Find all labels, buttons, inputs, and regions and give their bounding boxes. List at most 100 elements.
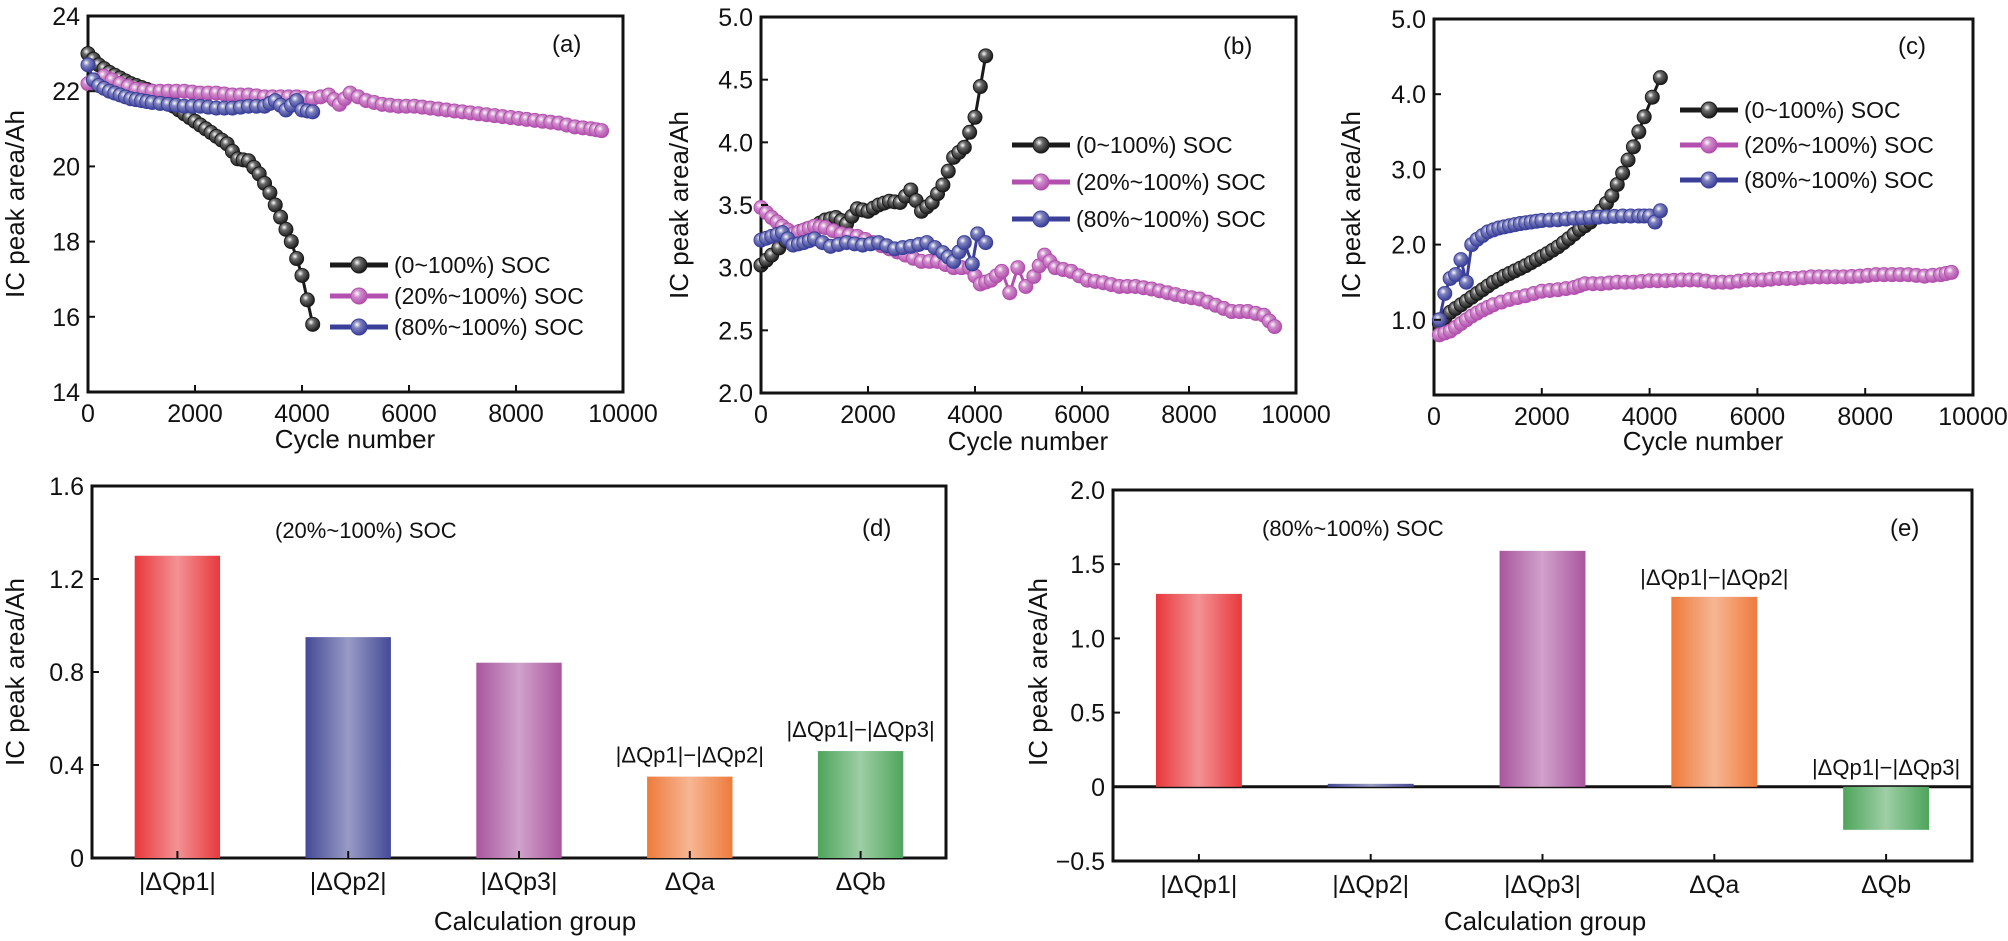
x-tick-label: |ΔQp2| (1332, 871, 1409, 899)
x-tick-label: 8000 (1161, 401, 1217, 429)
data-point (940, 163, 956, 179)
legend-item: (0~100%) SOC (1012, 132, 1233, 158)
x-tick-label: ΔQa (665, 868, 715, 896)
data-point (1010, 260, 1026, 276)
series-2 (753, 200, 1283, 335)
data-point (962, 124, 978, 140)
bar (1155, 593, 1242, 787)
data-point (289, 251, 305, 267)
data-point (80, 57, 96, 73)
legend-c: (0~100%) SOC (20%~100%) SOC (80%~100%) SOC (1680, 97, 1934, 193)
bars-group-e: |ΔQp1|−|ΔQp2| |ΔQp1|−|ΔQp3| (1113, 550, 1972, 830)
bar (305, 637, 391, 858)
x-tick-label: |ΔQp2| (310, 868, 387, 896)
panel-e: |ΔQp1|−|ΔQp2||ΔQp1|−|ΔQp3| |ΔQp1| |ΔQp2| |… (1023, 477, 1974, 936)
x-axis-label-d: Calculation group (434, 906, 636, 936)
bar (1327, 783, 1414, 787)
data-point (1625, 139, 1641, 155)
y-tick-label: 4.0 (1391, 81, 1426, 109)
legend-a: (0~100%) SOC (20%~100%) SOC (80%~100%) SOC (330, 252, 584, 340)
y-tick-label: 0.8 (49, 659, 84, 687)
y-tick-label: 18 (52, 229, 80, 257)
y-tick-label: 2.0 (718, 380, 753, 408)
data-point (956, 139, 972, 155)
panel-label-b: (b) (1223, 33, 1252, 60)
y-axis-label-a: IC peak area/Ah (0, 110, 30, 298)
x-axis-label-b: Cycle number (948, 426, 1109, 456)
panel-c: 1.0 2.0 3.0 4.0 5.0 0 2000 4000 6000 8000 10000 (c… (1336, 6, 2008, 456)
y-tick-label: 0.4 (49, 752, 84, 780)
data-point (978, 48, 994, 64)
y-tick-label: 1.5 (1070, 551, 1105, 579)
legend-item: (0~100%) SOC (330, 252, 551, 278)
bar-annotation: |ΔQp1|−|ΔQp2| (616, 743, 764, 768)
legend-item: (80%~100%) SOC (1012, 206, 1266, 232)
series-group-a (80, 46, 610, 332)
series-2 (1431, 264, 1959, 343)
x-tick-label: 4000 (1622, 403, 1678, 431)
x-tick-label: 4000 (274, 400, 330, 428)
legend-item: (0~100%) SOC (1680, 97, 1901, 123)
x-tick-label: |ΔQp1| (1160, 871, 1237, 899)
legend-item: (20%~100%) SOC (330, 283, 584, 309)
legend-marker (1700, 171, 1718, 189)
x-tick-label: 4000 (947, 401, 1003, 429)
x-tick-label: 0 (754, 401, 768, 429)
legend-label: (0~100%) SOC (1744, 97, 1901, 123)
y-tick-label: 3.0 (718, 255, 753, 283)
panel-label-e: (e) (1890, 515, 1919, 542)
data-point (964, 256, 980, 272)
data-point (994, 263, 1010, 279)
y-tick-label: 4.5 (718, 67, 753, 95)
x-axis-label-e: Calculation group (1444, 906, 1646, 936)
bar (1671, 596, 1758, 787)
y-tick-label: 0 (1091, 774, 1105, 802)
x-tick-label: 10000 (1261, 401, 1331, 429)
legend-marker (1700, 136, 1718, 154)
data-point (1267, 319, 1283, 335)
x-tick-label: 0 (1427, 403, 1441, 431)
x-tick-label: 6000 (1730, 403, 1786, 431)
legend-marker (1700, 101, 1718, 119)
data-point (972, 79, 988, 95)
y-axis-label-b: IC peak area/Ah (664, 111, 694, 299)
x-axis-label-c: Cycle number (1623, 426, 1784, 456)
y-tick-label: 2.0 (1070, 477, 1105, 505)
bar (1499, 550, 1586, 787)
bar (134, 555, 221, 858)
data-point (305, 316, 321, 332)
bar-annotation: |ΔQp1|−|ΔQp3| (1812, 755, 1960, 780)
soc-title-d: (20%~100%) SOC (275, 518, 457, 543)
data-point (594, 123, 610, 139)
panel-a: 14 16 18 20 22 24 0 2000 4000 6000 8000 10000 (a) C… (0, 3, 658, 454)
ticks-b: 2.0 2.5 3.0 3.5 4.0 4.5 5.0 0 2000 4000 6000 8000 10… (718, 4, 1331, 429)
x-tick-label: 6000 (1054, 401, 1110, 429)
data-point (1652, 203, 1668, 219)
y-tick-label: 5.0 (718, 4, 753, 32)
x-tick-label: 0 (81, 400, 95, 428)
data-point (1453, 252, 1469, 268)
y-tick-label: −0.5 (1056, 848, 1105, 876)
bars-group-d: |ΔQp1|−|ΔQp2| |ΔQp1|−|ΔQp3| (134, 555, 935, 858)
legend-label: (80%~100%) SOC (1744, 167, 1934, 193)
y-tick-label: 1.0 (1391, 307, 1426, 335)
ticks-c: 1.0 2.0 3.0 4.0 5.0 0 2000 4000 6000 8000 10000 (1391, 6, 2008, 431)
data-point (1652, 70, 1668, 86)
data-point (1636, 109, 1652, 125)
ticks-e: |ΔQp1| |ΔQp2| |ΔQp3| ΔQa ΔQb −0.5 0 0.5 1.0 1.5 2.… (1056, 477, 1911, 899)
x-tick-label: 10000 (1938, 403, 2008, 431)
x-axis-label-a: Cycle number (275, 424, 436, 454)
data-point (967, 109, 983, 125)
series-3 (80, 57, 321, 120)
data-point (978, 235, 994, 251)
x-tick-label: |ΔQp1| (139, 868, 216, 896)
series-group-b (753, 48, 1283, 335)
data-point (305, 104, 321, 120)
y-tick-label: 14 (52, 379, 80, 407)
plot-frame-b (759, 15, 1298, 395)
x-tick-label: 8000 (488, 400, 544, 428)
legend-item: (80%~100%) SOC (330, 314, 584, 340)
ticks-d: |ΔQp1| |ΔQp2| |ΔQp3| ΔQa ΔQb 0 0.4 0.8 1.2 1.6 (49, 473, 885, 896)
legend-marker (1032, 173, 1050, 191)
